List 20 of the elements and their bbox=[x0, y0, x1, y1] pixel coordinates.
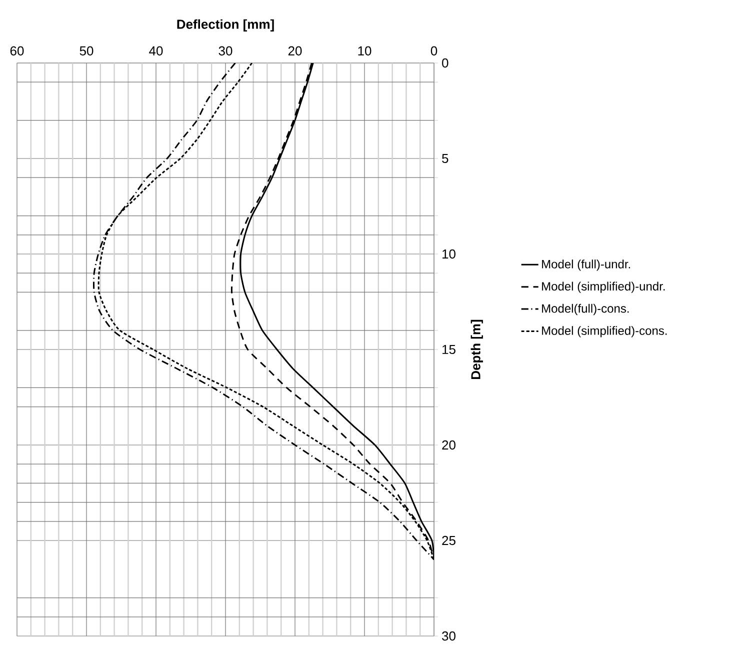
x-tick-label: 10 bbox=[358, 46, 372, 56]
legend-label: Model(full)-cons. bbox=[542, 304, 629, 316]
x-tick-label: 20 bbox=[288, 46, 302, 56]
legend-label: Model (simplified)-cons. bbox=[542, 326, 667, 338]
y-tick-label: 0 bbox=[442, 58, 448, 68]
y-tick-label: 5 bbox=[442, 154, 448, 164]
x-axis-title: Deflection [mm] bbox=[177, 19, 274, 32]
x-tick-label: 40 bbox=[149, 46, 163, 56]
y-tick-label: 20 bbox=[442, 440, 456, 450]
y-tick-label: 10 bbox=[442, 249, 456, 259]
y-tick-label: 15 bbox=[442, 344, 456, 354]
x-tick-label: 30 bbox=[218, 46, 232, 56]
y-tick-label: 30 bbox=[442, 631, 456, 641]
x-tick-label: 50 bbox=[80, 46, 94, 56]
x-tick-label: 0 bbox=[430, 46, 438, 56]
legend-label: Model (simplified)-undr. bbox=[542, 282, 665, 293]
legend-label: Model (full)-undr. bbox=[542, 260, 630, 271]
y-tick-label: 25 bbox=[442, 536, 456, 546]
y-axis-title: Depth [m] bbox=[470, 320, 483, 379]
x-tick-label: 60 bbox=[10, 46, 24, 56]
